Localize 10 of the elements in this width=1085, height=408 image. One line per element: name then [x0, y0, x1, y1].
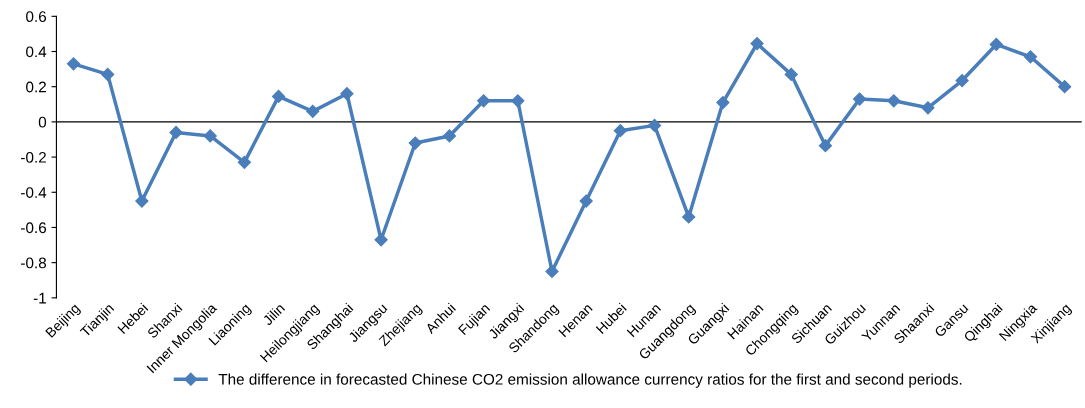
y-tick-label: -0.2	[21, 151, 46, 163]
y-tick-label: 0.6	[26, 11, 47, 23]
y-tick-label: 0	[38, 116, 47, 128]
legend-label: The difference in forecasted Chinese CO2 emission allowance currency ratios for the first and second periods.	[218, 373, 962, 388]
y-tick-label: -0.4	[21, 187, 47, 198]
y-tick-label: 0.2	[26, 81, 46, 93]
y-tick-label: -0.6	[21, 222, 47, 234]
y-tick-label: -0.8	[21, 257, 47, 269]
y-tick-label: 0.4	[26, 46, 47, 58]
y-tick-label: -1	[33, 292, 46, 304]
